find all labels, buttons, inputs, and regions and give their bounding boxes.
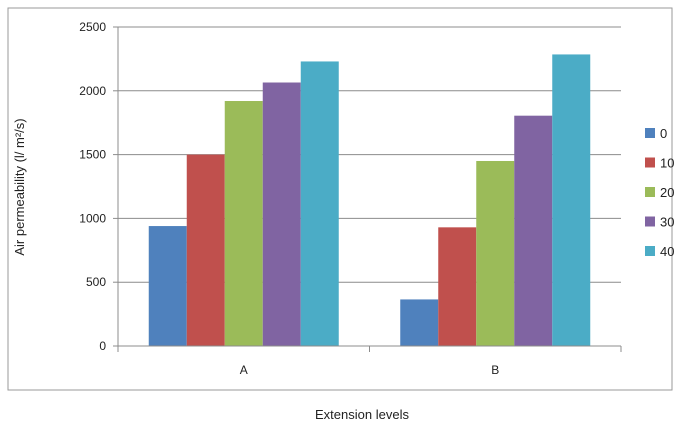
- bars: [148, 54, 591, 347]
- legend-label: 20: [660, 185, 674, 200]
- bar-A-20: [224, 101, 263, 347]
- legend-label: 40: [660, 244, 674, 259]
- y-tick-label: 500: [86, 275, 106, 289]
- legend-swatch-30: [645, 216, 655, 227]
- legend-swatch-20: [645, 187, 655, 197]
- y-tick-labels: 0 500 1000 1500 2000 2500: [79, 20, 106, 353]
- y-axis-title: Air permeability (l/ m²/s): [12, 118, 27, 255]
- legend-swatch-40: [645, 246, 655, 256]
- x-tick-label: B: [491, 363, 499, 377]
- legend-label: 10: [660, 156, 674, 171]
- bar-A-10: [186, 154, 225, 346]
- y-tick-label: 1000: [79, 211, 106, 225]
- y-tick-label: 2500: [79, 20, 106, 34]
- y-tick-label: 1500: [79, 148, 106, 162]
- bar-B-10: [438, 227, 477, 346]
- legend-swatch-10: [645, 157, 655, 168]
- bar-B-0: [400, 299, 439, 346]
- legend-swatch-0: [645, 128, 655, 138]
- y-tick-label: 0: [99, 339, 106, 353]
- bar-B-30: [514, 115, 553, 346]
- bar-A-0: [148, 226, 187, 346]
- bar-B-40: [552, 54, 591, 347]
- legend-label: 30: [660, 215, 674, 230]
- y-tick-label: 2000: [79, 84, 106, 98]
- bar-B-20: [476, 160, 515, 346]
- bar-A-40: [300, 61, 339, 347]
- x-axis-title: Extension levels: [315, 407, 409, 422]
- x-tick-label: A: [240, 363, 248, 377]
- axes: [117, 27, 622, 352]
- legend-label: 0: [660, 126, 667, 141]
- legend: 0 10 20 30 40: [645, 126, 674, 259]
- bar-A-30: [262, 82, 301, 347]
